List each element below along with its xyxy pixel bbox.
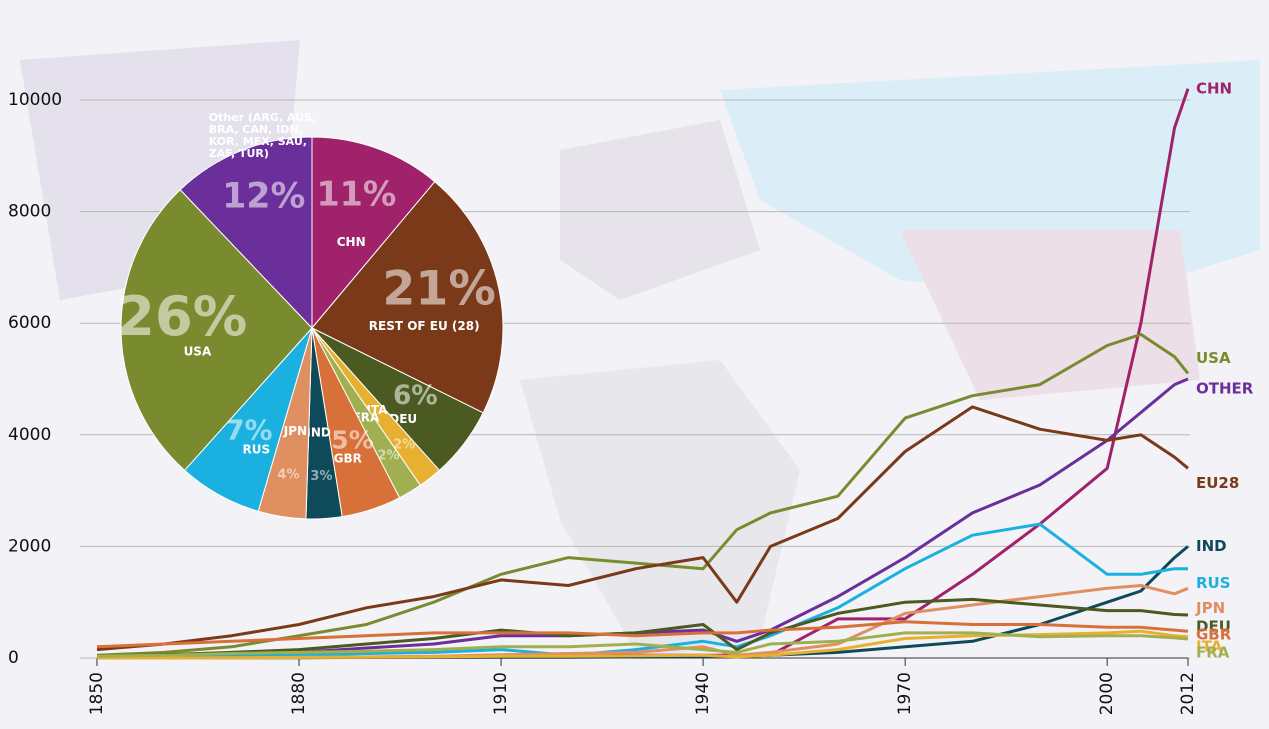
pie-value-label: 11% <box>316 174 396 213</box>
pie-value-label: 26% <box>117 285 247 348</box>
series-label: USA <box>1196 349 1231 367</box>
pie-name-label: REST OF EU (28) <box>369 319 480 333</box>
pie-value-label: 5% <box>331 425 373 454</box>
pie-value-label: 21% <box>382 261 495 316</box>
series-label: IND <box>1196 537 1227 555</box>
map-shape <box>560 120 760 300</box>
x-tick-label: 2000 <box>1097 672 1117 715</box>
pie-name-label: Other (ARG, AUS, BRA, CAN, IDN, KOR, MEX… <box>208 112 317 161</box>
series-label: GBR <box>1196 626 1232 644</box>
series-label: EU28 <box>1196 474 1239 492</box>
series-line <box>96 332 1190 657</box>
map-shape <box>900 230 1200 400</box>
pie-value-label: 7% <box>225 413 272 446</box>
pie-value-label: 4% <box>277 468 299 483</box>
pie-value-label: 12% <box>222 176 305 216</box>
series-label: OTHER <box>1196 380 1254 398</box>
pie-name-text: Other (ARG, AUS, BRA, CAN, IDN, KOR, MEX… <box>208 112 317 161</box>
pie-name-label: JPN <box>283 424 307 438</box>
y-tick-label: 6000 <box>8 313 51 333</box>
x-tick-label: 1910 <box>491 672 511 715</box>
pie-value-label: 3% <box>310 469 332 484</box>
pie-name-label: USA <box>184 344 212 358</box>
pie-name-label: ITA <box>366 403 388 417</box>
series-line <box>96 405 1189 652</box>
pie-slice <box>120 189 313 472</box>
series-line <box>97 629 1189 660</box>
y-tick-label: 4000 <box>8 425 51 445</box>
pie-value-label: 2% <box>377 448 399 463</box>
series-label: DEU <box>1196 618 1231 636</box>
pie-value-label: 6% <box>393 380 438 411</box>
pie-slice <box>311 136 436 330</box>
series-line <box>96 597 1189 658</box>
series-label: ITA <box>1196 637 1223 655</box>
pie-slice <box>179 136 313 330</box>
pie-slice <box>311 180 504 414</box>
series-label: FRA <box>1196 644 1230 662</box>
series-label: JPN <box>1195 599 1225 617</box>
y-tick-label: 0 <box>8 648 19 668</box>
y-tick-label: 10000 <box>8 90 62 110</box>
pie-value-label: 2% <box>393 438 415 453</box>
series-line <box>96 631 1189 658</box>
series-label: CHN <box>1196 79 1232 97</box>
series-label: RUS <box>1196 574 1231 592</box>
x-tick-label: 1850 <box>87 672 107 715</box>
series-line <box>96 620 1189 649</box>
y-tick-label: 2000 <box>8 536 51 556</box>
pie-name-label: RUS <box>242 443 270 457</box>
pie-name-label: IND <box>306 425 331 439</box>
x-tick-label: 1940 <box>693 672 713 715</box>
y-tick-label: 8000 <box>8 202 51 222</box>
x-tick-label: 2012 <box>1178 672 1198 715</box>
x-tick-label: 1880 <box>289 672 309 715</box>
x-tick-label: 1970 <box>895 672 915 715</box>
pie-name-label: GBR <box>334 451 362 465</box>
series-line <box>96 522 1188 659</box>
pie-name-label: CHN <box>337 235 366 249</box>
